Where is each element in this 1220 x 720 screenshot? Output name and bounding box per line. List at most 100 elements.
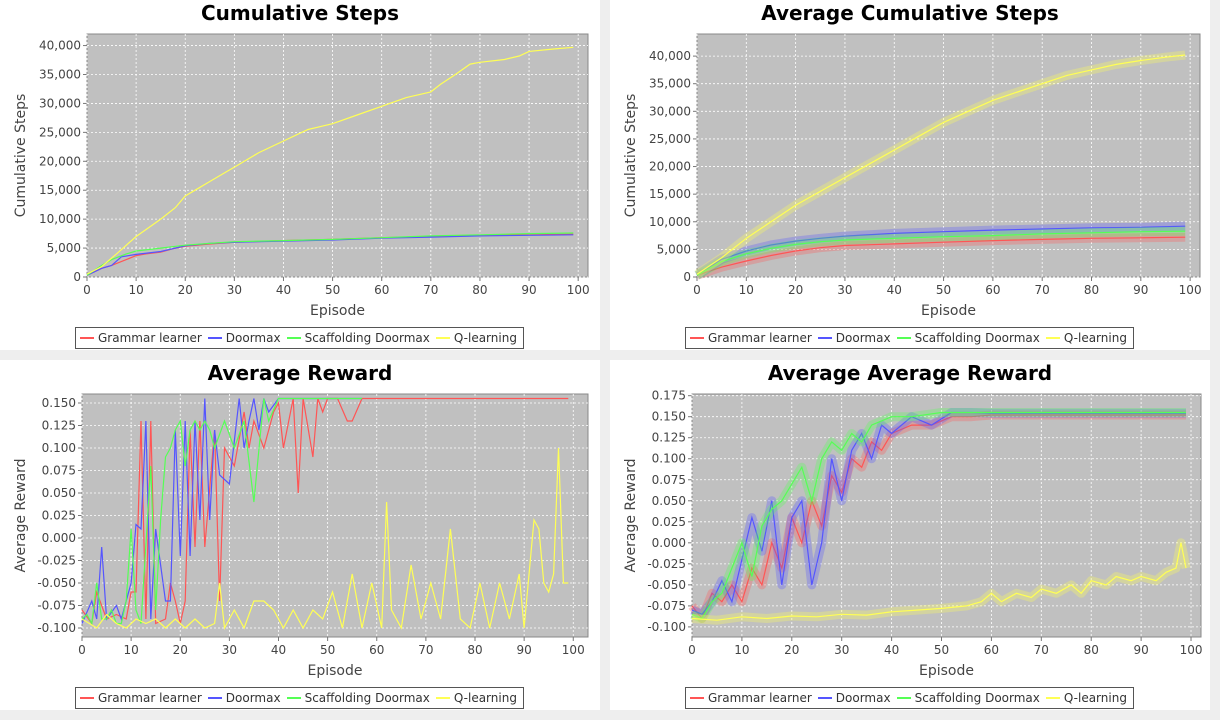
legend: Grammar learner Doormax Scaffolding Doorma…: [685, 687, 1134, 709]
x-tick-label: 40: [271, 643, 286, 657]
series-line-grammar-learner: [696, 236, 1186, 276]
series-line-q-learning: [81, 447, 569, 630]
y-tick-label: 0.125: [42, 419, 76, 433]
series-line-scaffolding-doormax: [86, 232, 574, 276]
x-tick-label: 40: [887, 283, 902, 297]
legend-item: Doormax: [207, 331, 281, 345]
legend-label: Doormax: [835, 331, 891, 345]
chart-svg: Average Cumulative Steps 0 5,000 10,000 15,0…: [623, 1, 1202, 319]
x-tick-label: 70: [1034, 643, 1049, 657]
series-line-grammar-learner: [81, 397, 569, 626]
x-tick-label: 10: [734, 643, 749, 657]
x-tick-label: 10: [739, 283, 754, 297]
legend-label: Scaffolding Doormax: [304, 331, 430, 345]
y-tick-label: 25,000: [39, 125, 81, 139]
x-tick-label: 80: [1084, 283, 1099, 297]
y-tick-label: 0: [683, 270, 691, 284]
x-tick-label: 20: [173, 643, 188, 657]
y-tick-label: -0.025: [37, 554, 76, 568]
y-tick-label: 40,000: [39, 39, 81, 53]
x-tick-label: 80: [467, 643, 482, 657]
chart-panel-average-reward: Average Reward -0.100 -0.075 -0.050 -0.025 0.…: [0, 360, 600, 710]
legend-label: Doormax: [835, 691, 891, 705]
legend-item: Scaffolding Doormax: [286, 331, 430, 345]
y-tick-label: 0.050: [42, 486, 76, 500]
y-tick-label: 0.125: [652, 431, 686, 445]
series-line-q-learning: [691, 542, 1187, 621]
y-tick-label: -0.100: [647, 620, 686, 634]
legend-label: Scaffolding Doormax: [914, 331, 1040, 345]
legend-item: Doormax: [207, 691, 281, 705]
legend-swatch: [435, 697, 450, 699]
y-tick-label: 20,000: [39, 154, 81, 168]
legend-label: Grammar learner: [98, 691, 202, 705]
legend: Grammar learner Doormax Scaffolding Doorma…: [75, 327, 524, 349]
legend-swatch: [80, 337, 94, 339]
x-axis-label: Episode: [308, 663, 363, 679]
x-tick-label: 70: [423, 283, 438, 297]
y-tick-label: 0.075: [42, 464, 76, 478]
series-line-grammar-learner: [691, 414, 1186, 620]
series-line-doormax: [691, 411, 1186, 616]
plot-area: [691, 393, 1202, 638]
x-tick-label: 30: [837, 283, 852, 297]
legend-label: Q-learning: [1063, 691, 1127, 705]
x-tick-label: 50: [936, 283, 951, 297]
y-tick-label: 35,000: [649, 77, 691, 91]
y-tick-label: 0.025: [652, 515, 686, 529]
chart-svg: Average Reward -0.100 -0.075 -0.050 -0.025 0.…: [13, 361, 589, 679]
legend-item: Grammar learner: [80, 331, 202, 345]
legend-swatch: [896, 337, 911, 339]
y-axis-label: Cumulative Steps: [623, 94, 639, 218]
x-tick-label: 80: [472, 283, 487, 297]
chart-panel-average-cumulative-steps: Average Cumulative Steps 0 5,000 10,000 15,0…: [610, 0, 1210, 350]
legend-item: Scaffolding Doormax: [896, 691, 1040, 705]
chart-title: Cumulative Steps: [201, 1, 399, 25]
y-tick-label: 15,000: [649, 187, 691, 201]
legend-item: Scaffolding Doormax: [286, 691, 430, 705]
y-tick-label: 0: [73, 270, 81, 284]
x-tick-label: 0: [693, 283, 701, 297]
x-tick-label: 30: [227, 283, 242, 297]
plot-area: [86, 33, 589, 278]
y-tick-label: 0.150: [42, 396, 76, 410]
y-tick-label: 10,000: [39, 212, 81, 226]
x-tick-label: 90: [516, 643, 531, 657]
legend-swatch: [1045, 337, 1060, 339]
series-line-scaffolding-doormax: [81, 397, 362, 626]
x-axis-label: Episode: [310, 303, 365, 319]
x-tick-label: 100: [562, 643, 585, 657]
legend-item: Grammar learner: [690, 331, 812, 345]
y-tick-label: 20,000: [649, 160, 691, 174]
legend-label: Doormax: [225, 691, 281, 705]
legend-swatch: [690, 697, 704, 699]
y-tick-label: -0.050: [37, 576, 76, 590]
legend-label: Q-learning: [1063, 331, 1127, 345]
legend-swatch: [690, 337, 704, 339]
legend-item: Grammar learner: [690, 691, 812, 705]
legend-swatch: [435, 337, 450, 339]
y-axis-label: Average Reward: [13, 458, 29, 572]
y-tick-label: 30,000: [649, 104, 691, 118]
y-tick-label: 25,000: [649, 132, 691, 146]
y-tick-label: -0.100: [37, 621, 76, 635]
legend-item: Doormax: [817, 331, 891, 345]
y-tick-label: 0.100: [42, 441, 76, 455]
x-tick-label: 50: [325, 283, 340, 297]
y-tick-label: 5,000: [47, 241, 81, 255]
y-tick-label: 0.175: [652, 389, 686, 403]
y-tick-label: 0.000: [652, 536, 686, 550]
legend-swatch: [80, 697, 94, 699]
legend-label: Q-learning: [453, 691, 517, 705]
legend-swatch: [286, 337, 301, 339]
legend-swatch: [817, 337, 832, 339]
x-tick-label: 90: [521, 283, 536, 297]
chart-title: Average Reward: [208, 361, 393, 385]
y-tick-label: 0.075: [652, 473, 686, 487]
y-tick-label: -0.050: [647, 578, 686, 592]
legend-label: Doormax: [225, 331, 281, 345]
chart-title: Average Average Reward: [768, 361, 1052, 385]
x-tick-label: 10: [123, 643, 138, 657]
legend-item: Doormax: [817, 691, 891, 705]
chart-panel-average-average-reward: Average Average Reward -0.100 -0.075 -0.050…: [610, 360, 1210, 710]
